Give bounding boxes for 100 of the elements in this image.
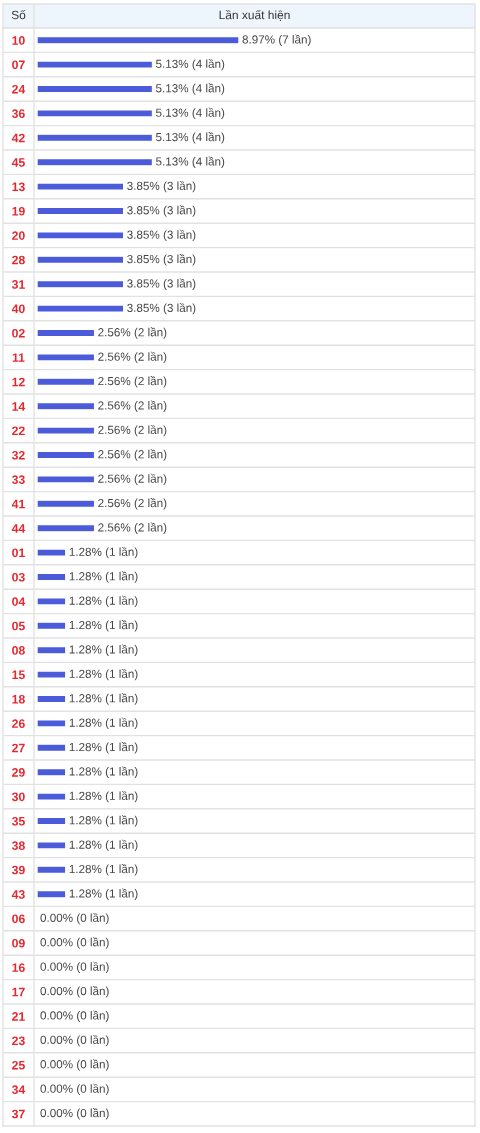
bar [36,206,125,216]
y-tick-label: 12 [12,377,25,387]
bar [36,328,96,338]
y-tick-label: 40 [11,304,25,314]
y-tick-label: 21 [12,1012,25,1021]
data-label: 5.13% (4 lần) [155,83,225,95]
y-tick-label: 06 [12,914,25,924]
data-label: 1.28% (1 lần) [69,766,138,778]
y-tick-label: 10 [12,36,25,45]
bar [36,133,154,143]
y-tick-label: 02 [12,328,25,338]
bar [36,719,67,728]
y-tick-label: 11 [12,353,25,362]
data-label: 0.00% (0 lần) [40,912,109,925]
data-label: 3.85% (3 lần) [127,205,196,217]
data-label: 2.56% (2 lần) [98,473,167,486]
bar [36,865,67,875]
y-tick-label: 42 [11,133,25,143]
bar [36,279,125,289]
y-tick-label: 13 [12,182,25,192]
data-label: 1.28% (1 lần) [69,546,138,559]
bar [36,304,125,313]
data-label: 2.56% (2 lần) [98,327,167,339]
x-axis-title: Lần xuất hiện [219,9,290,21]
data-label: 3.85% (3 lần) [127,254,196,266]
bar [36,597,67,606]
bar [36,572,67,582]
bar [36,670,67,679]
bar [36,743,67,753]
y-tick-label: 31 [11,280,25,289]
bar [36,767,67,777]
y-tick-label: 30 [11,792,25,802]
y-axis-title: Số [11,9,26,20]
y-tick-label: 44 [11,524,26,533]
bar [36,792,67,801]
y-tick-label: 34 [11,1085,26,1094]
y-tick-label: 15 [12,670,25,680]
data-label: 1.28% (1 lần) [69,620,138,632]
bar [36,816,67,826]
data-label: 2.56% (2 lần) [98,522,167,534]
bar [36,426,96,435]
bar [36,377,96,387]
y-tick-label: 01 [12,548,25,558]
y-tick-label: 20 [12,231,25,240]
data-label: 1.28% (1 lần) [69,717,138,730]
bar [36,182,125,191]
y-tick-label: 18 [12,694,25,704]
data-label: 1.28% (1 lần) [69,644,138,656]
data-label: 2.56% (2 lần) [98,424,167,437]
data-label: 2.56% (2 lần) [98,400,167,412]
bar [36,450,96,460]
data-label: 0.00% (0 lần) [40,1083,109,1096]
data-label: 0.00% (0 lần) [40,937,109,949]
data-label: 1.28% (1 lần) [69,571,138,583]
data-label: 0.00% (0 lần) [40,1034,109,1047]
bar [36,157,154,167]
y-tick-label: 05 [12,621,25,631]
bar [36,499,96,509]
bar [36,523,96,533]
data-label: 3.85% (3 lần) [127,180,196,193]
data-label: 1.28% (1 lần) [69,815,138,827]
bar [36,255,125,265]
data-label: 0.00% (0 lần) [40,1108,109,1120]
data-label: 1.28% (1 lần) [69,595,138,608]
data-label: 5.13% (4 lần) [155,58,225,71]
y-tick-label: 14 [12,402,26,411]
data-label: 2.56% (2 lần) [98,376,167,388]
data-label: 1.28% (1 lần) [69,790,138,803]
y-tick-label: 26 [12,719,25,728]
y-tick-label: 16 [12,963,25,972]
bar [36,84,154,94]
y-tick-label: 22 [12,426,25,436]
data-label: 0.00% (0 lần) [40,1010,109,1022]
y-tick-label: 32 [11,450,25,460]
y-tick-label: 41 [11,499,25,509]
data-label: 2.56% (2 lần) [98,351,167,364]
y-tick-label: 04 [12,597,26,606]
y-tick-label: 27 [12,743,25,753]
y-tick-label: 33 [11,475,25,484]
bar [36,548,67,557]
y-tick-label: 07 [12,60,25,70]
y-tick-label: 39 [11,865,25,875]
y-tick-label: 19 [12,206,25,216]
data-label: 3.85% (3 lần) [127,278,196,290]
data-label: 3.85% (3 lần) [127,229,196,242]
data-label: 0.00% (0 lần) [40,1059,109,1071]
y-tick-label: 37 [11,1109,25,1119]
y-tick-label: 17 [12,987,25,997]
bar [36,35,240,45]
data-label: 1.28% (1 lần) [69,742,138,754]
bar [36,645,67,655]
bar [36,889,67,899]
data-label: 1.28% (1 lần) [69,864,138,876]
data-label: 5.13% (4 lần) [155,156,225,168]
y-tick-label: 09 [12,938,25,948]
bar [36,109,154,118]
bar [36,60,154,69]
bar [36,353,96,362]
data-label: 8.97% (7 lần) [242,34,311,46]
y-tick-label: 24 [12,84,26,94]
